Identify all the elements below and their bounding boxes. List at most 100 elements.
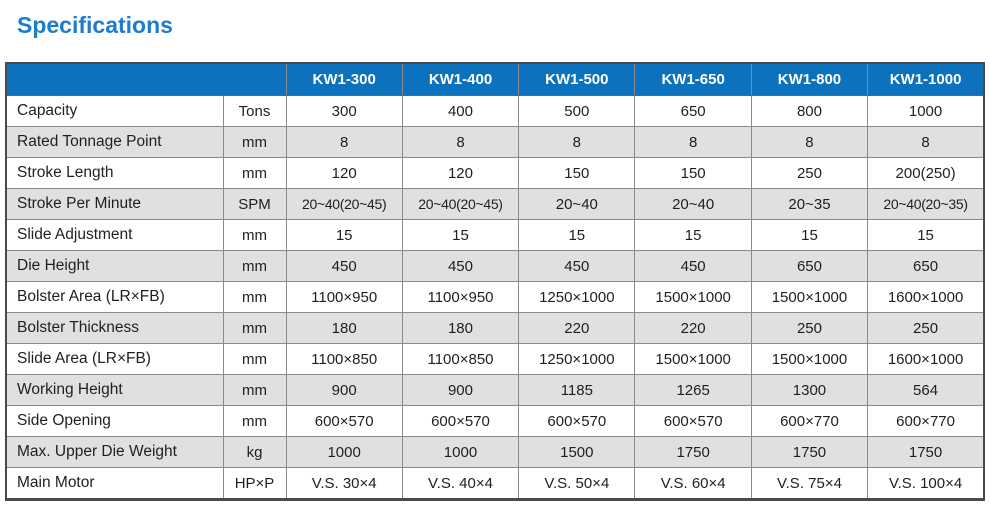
value-cell: 200(250)	[867, 157, 985, 189]
value-cell: 220	[634, 312, 752, 344]
value-cell: 1750	[750, 436, 869, 468]
row-label: Die Height	[5, 250, 224, 282]
table-body: Capacity Tons 300 400 500 650 800 1000 Rated Ton…	[5, 95, 985, 500]
value-cell: 1750	[634, 436, 752, 468]
value-cell: 8	[750, 126, 869, 158]
row-unit: SPM	[222, 188, 287, 220]
value-cell: 1300	[750, 374, 869, 406]
value-cell: 900	[285, 374, 403, 406]
value-cell: V.S. 75×4	[750, 467, 869, 500]
row-label: Stroke Per Minute	[5, 188, 224, 220]
value-cell: 650	[750, 250, 869, 282]
value-cell: 650	[867, 250, 985, 282]
column-header-kw1-500: KW1-500	[518, 62, 636, 96]
value-cell: 450	[634, 250, 752, 282]
value-cell: 20~40(20~35)	[867, 188, 985, 220]
value-cell: 15	[518, 219, 636, 251]
row-unit: mm	[222, 157, 287, 189]
value-cell: 1250×1000	[518, 281, 636, 313]
value-cell: 1185	[518, 374, 636, 406]
value-cell: 1250×1000	[518, 343, 636, 375]
value-cell: 1500×1000	[634, 343, 752, 375]
value-cell: 20~40(20~45)	[285, 188, 403, 220]
value-cell: 15	[285, 219, 403, 251]
table-row: Main Motor HP×P V.S. 30×4 V.S. 40×4 V.S. 50×…	[5, 467, 985, 500]
value-cell: 150	[634, 157, 752, 189]
value-cell: 180	[285, 312, 403, 344]
row-unit: mm	[222, 343, 287, 375]
row-unit: Tons	[222, 95, 287, 127]
value-cell: 1500	[518, 436, 636, 468]
value-cell: 250	[867, 312, 985, 344]
row-label: Slide Adjustment	[5, 219, 224, 251]
value-cell: 8	[285, 126, 403, 158]
table-row: Rated Tonnage Point mm 8 8 8 8 8 8	[5, 126, 985, 158]
value-cell: V.S. 30×4	[285, 467, 403, 500]
table-row: Working Height mm 900 900 1185 1265 1300 564	[5, 374, 985, 406]
value-cell: 1000	[285, 436, 403, 468]
row-label: Rated Tonnage Point	[5, 126, 224, 158]
value-cell: V.S. 100×4	[867, 467, 985, 500]
value-cell: 8	[518, 126, 636, 158]
row-label: Bolster Area (LR×FB)	[5, 281, 224, 313]
value-cell: 500	[518, 95, 636, 127]
value-cell: 15	[750, 219, 869, 251]
value-cell: 120	[285, 157, 403, 189]
value-cell: 1265	[634, 374, 752, 406]
value-cell: 8	[867, 126, 985, 158]
value-cell: 400	[401, 95, 520, 127]
row-unit: mm	[222, 405, 287, 437]
value-cell: V.S. 50×4	[518, 467, 636, 500]
row-label: Slide Area (LR×FB)	[5, 343, 224, 375]
row-label: Capacity	[5, 95, 224, 127]
page-title: Specifications	[17, 12, 173, 38]
column-header-kw1-800: KW1-800	[750, 62, 869, 96]
table-row: Slide Area (LR×FB) mm 1100×850 1100×850 1250…	[5, 343, 985, 375]
value-cell: V.S. 40×4	[401, 467, 520, 500]
value-cell: 250	[750, 157, 869, 189]
table-row: Bolster Area (LR×FB) mm 1100×950 1100×950 12…	[5, 281, 985, 313]
row-unit: mm	[222, 250, 287, 282]
value-cell: 600×570	[401, 405, 520, 437]
row-unit: mm	[222, 312, 287, 344]
row-label: Max. Upper Die Weight	[5, 436, 224, 468]
value-cell: 900	[401, 374, 520, 406]
header-row: KW1-300 KW1-400 KW1-500 KW1-650 KW1-800 KW1-1…	[5, 62, 985, 96]
table-row: Stroke Per Minute SPM 20~40(20~45) 20~40(20…	[5, 188, 985, 220]
value-cell: 20~35	[750, 188, 869, 220]
value-cell: 564	[867, 374, 985, 406]
table-row: Stroke Length mm 120 120 150 150 250 200(250)	[5, 157, 985, 189]
table-row: Bolster Thickness mm 180 180 220 220 250 250	[5, 312, 985, 344]
value-cell: 8	[634, 126, 752, 158]
value-cell: 1500×1000	[750, 281, 869, 313]
table-row: Side Opening mm 600×570 600×570 600×570 600×5…	[5, 405, 985, 437]
value-cell: 120	[401, 157, 520, 189]
value-cell: 220	[518, 312, 636, 344]
value-cell: 1100×950	[401, 281, 520, 313]
table-row: Die Height mm 450 450 450 450 650 650	[5, 250, 985, 282]
row-unit: mm	[222, 219, 287, 251]
value-cell: 1600×1000	[867, 343, 985, 375]
column-header-kw1-650: KW1-650	[634, 62, 752, 96]
value-cell: 450	[285, 250, 403, 282]
header-corner-cell	[5, 62, 287, 96]
row-unit: mm	[222, 281, 287, 313]
value-cell: 800	[750, 95, 869, 127]
value-cell: 1500×1000	[750, 343, 869, 375]
value-cell: 1750	[867, 436, 985, 468]
column-header-kw1-300: KW1-300	[285, 62, 403, 96]
row-unit: mm	[222, 126, 287, 158]
value-cell: 450	[518, 250, 636, 282]
value-cell: 450	[401, 250, 520, 282]
value-cell: 20~40(20~45)	[401, 188, 520, 220]
value-cell: 1000	[401, 436, 520, 468]
value-cell: 20~40	[518, 188, 636, 220]
value-cell: 15	[867, 219, 985, 251]
table-row: Slide Adjustment mm 15 15 15 15 15 15	[5, 219, 985, 251]
row-unit: HP×P	[222, 467, 287, 500]
column-header-kw1-1000: KW1-1000	[867, 62, 985, 96]
value-cell: 8	[401, 126, 520, 158]
table-row: Capacity Tons 300 400 500 650 800 1000	[5, 95, 985, 127]
value-cell: 600×770	[867, 405, 985, 437]
